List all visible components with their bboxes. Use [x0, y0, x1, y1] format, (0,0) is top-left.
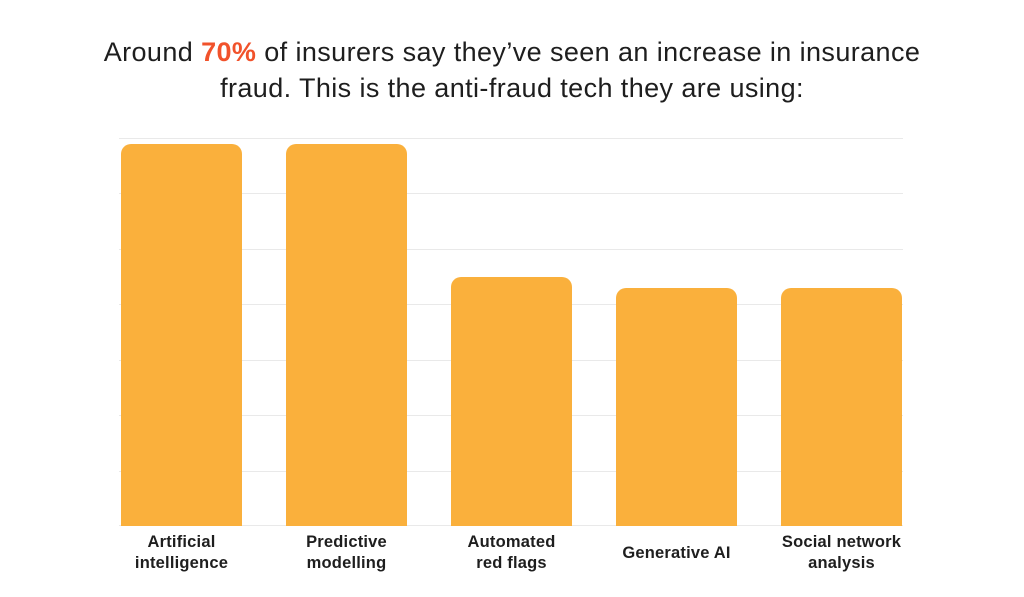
category-label-line: red flags — [476, 554, 547, 572]
category-label: Automated red flags — [432, 529, 592, 577]
title-highlight: 70% — [201, 37, 257, 67]
bar-social-network-analysis — [781, 287, 902, 526]
gridline — [119, 248, 903, 250]
category-label: Social network analysis — [762, 529, 922, 577]
plot-area — [119, 138, 903, 526]
category-label: Artificial intelligence — [102, 529, 262, 577]
bar-predictive-modelling — [286, 143, 407, 526]
chart-title-line2: fraud. This is the anti-fraud tech they … — [220, 73, 804, 103]
title-suffix: of insurers say they’ve seen an increase… — [256, 37, 921, 67]
gridline — [119, 193, 903, 195]
category-label-line: Generative AI — [622, 543, 731, 562]
bar-generative-ai — [616, 287, 737, 526]
gridline — [119, 138, 903, 139]
category-label-line: analysis — [808, 554, 875, 572]
category-label-line: Artificial — [147, 533, 216, 551]
category-labels-row: Artificial intelligence Predictive modellin… — [0, 529, 1024, 581]
category-label: Predictive modelling — [267, 529, 427, 577]
category-label-line: modelling — [306, 554, 387, 572]
chart-title-line1: Around 70% of insurers say they’ve seen … — [0, 34, 1024, 70]
chart-title: Around 70% of insurers say they’ve seen … — [0, 34, 1024, 106]
category-label-line: Automated — [467, 533, 556, 551]
category-label-line: intelligence — [134, 554, 229, 572]
bar-automated-red-flags — [451, 276, 572, 526]
category-label-line: Predictive — [306, 533, 387, 551]
bar-artificial-intelligence — [121, 143, 242, 526]
category-label-line: Social network — [781, 533, 902, 551]
category-label: Generative AI — [597, 529, 757, 577]
title-prefix: Around — [103, 37, 202, 67]
